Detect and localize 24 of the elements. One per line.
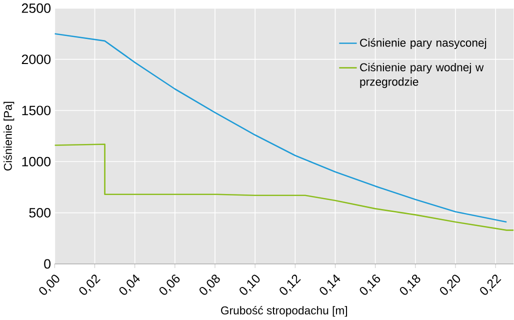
y-tick-label: 2500 [22,3,51,13]
x-tick-label: 0,00 [39,274,60,295]
y-tick-label: 1000 [22,156,51,166]
x-tick-label: 0,08 [200,274,220,295]
y-tick-label: 2000 [22,54,51,64]
x-tick-label: 0,04 [119,274,140,295]
legend-label: Ciśnienie pary wodnej w przegrodzie [360,62,484,88]
x-tick-label: 0,06 [159,274,180,295]
x-axis-title: Grubość stropodachu [m] [221,306,347,317]
y-tick-label: 0 [44,259,51,269]
x-tick-label: 0,12 [280,274,301,295]
line-series [54,144,514,231]
x-tick-label: 0,10 [240,274,260,295]
x-tick-label: 0,14 [320,274,340,295]
y-tick-label: 1500 [22,106,51,116]
x-tick-label: 0,16 [360,274,380,295]
line-series [54,33,508,223]
x-tick-label: 0,02 [79,274,100,295]
x-tick-label: 0,22 [480,274,502,295]
legend-label: Ciśnienie pary nasyconej [360,38,486,49]
y-axis-title: Ciśnienie [Pa] [3,102,14,170]
x-tick-label: 0,18 [400,274,420,295]
x-tick-label: 0,20 [440,274,460,295]
y-tick-label: 500 [29,208,51,218]
